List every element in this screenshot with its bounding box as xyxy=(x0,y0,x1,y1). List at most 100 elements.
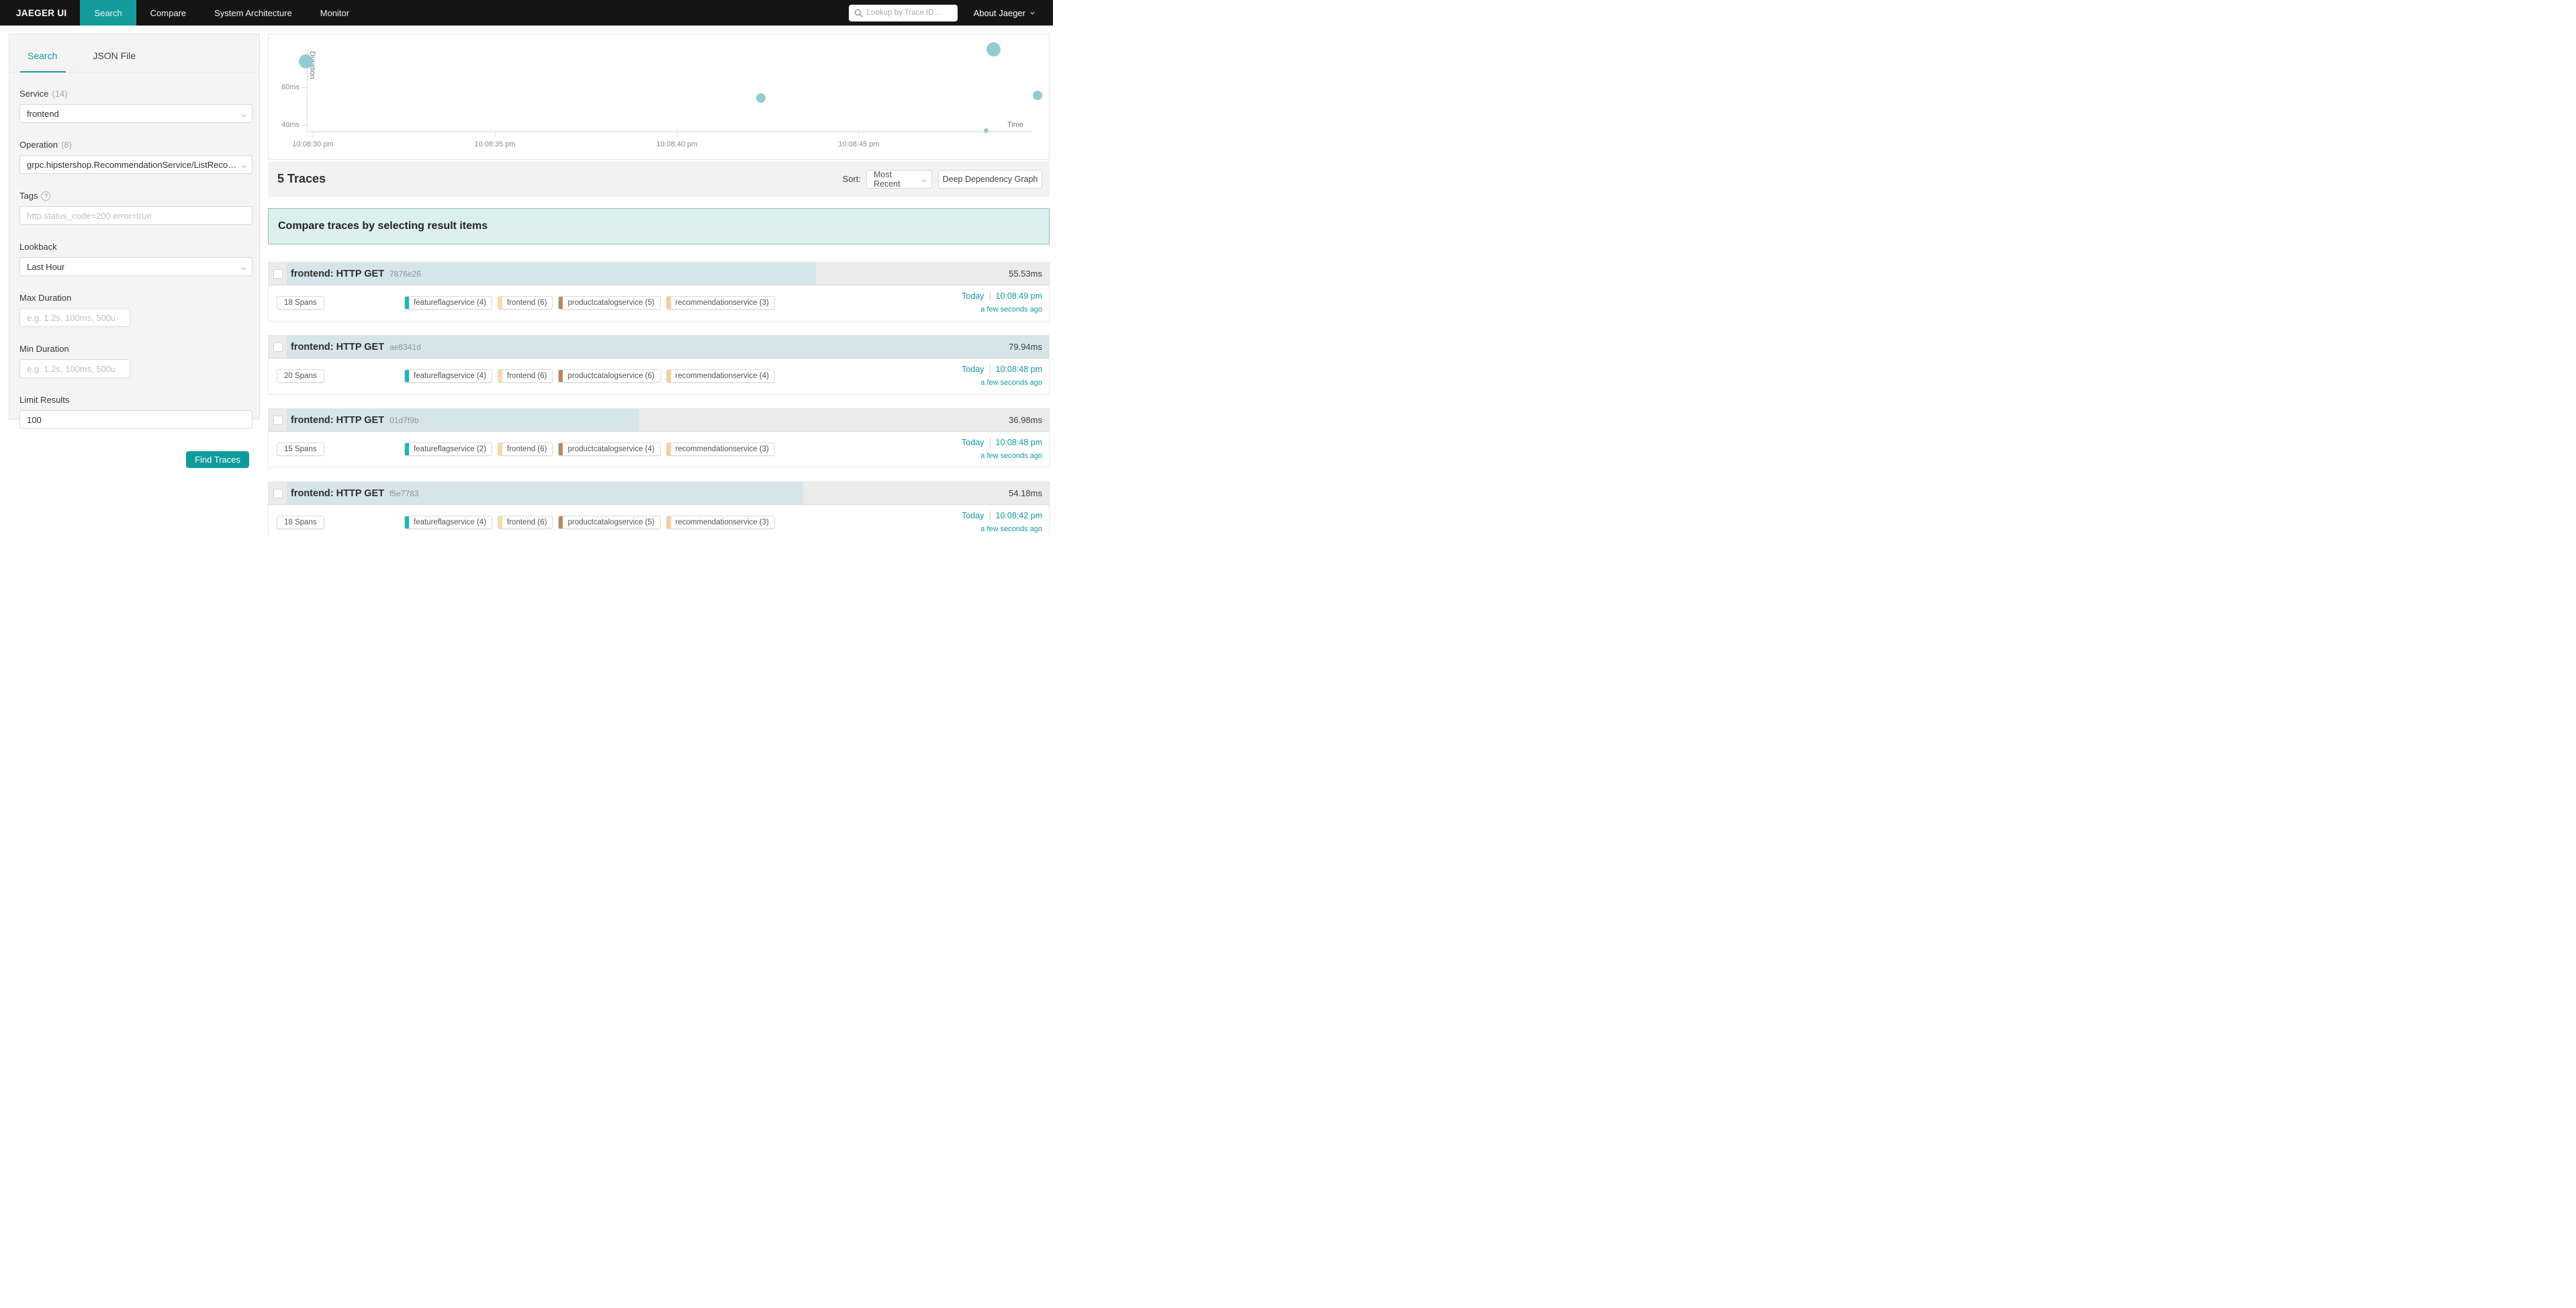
service-chip: featureflagservice (2) xyxy=(404,442,493,456)
nav-tab-search[interactable]: Search xyxy=(80,0,136,26)
y-axis-tick xyxy=(302,87,307,88)
trace-body: 18 Spans featureflagservice (4) frontend … xyxy=(269,505,1049,534)
trace-time-link[interactable]: 10:08:42 pm xyxy=(995,511,1043,520)
chevron-down-icon xyxy=(1029,10,1036,16)
service-color-swatch xyxy=(559,516,563,528)
date-time-divider xyxy=(989,365,991,374)
service-chip: productcatalogservice (5) xyxy=(558,296,661,310)
trace-title: frontend: HTTP GET 7876e26 xyxy=(291,269,421,279)
date-time-divider xyxy=(989,511,991,520)
nav-tab-system-architecture[interactable]: System Architecture xyxy=(214,7,292,18)
trace-header-link[interactable]: frontend: HTTP GET ae8341d 79.94ms xyxy=(269,336,1049,359)
span-count-chip: 20 Spans xyxy=(277,369,324,383)
service-color-swatch xyxy=(405,370,409,382)
trace-date-link[interactable]: Today xyxy=(962,365,984,374)
chevron-down-icon xyxy=(921,177,927,186)
date-time-divider xyxy=(989,438,991,447)
lookback-select[interactable]: Last Hour xyxy=(19,257,252,276)
search-icon xyxy=(854,9,863,17)
trace-time-link[interactable]: 10:08:48 pm xyxy=(995,438,1043,447)
deep-dependency-graph-button[interactable]: Deep Dependency Graph xyxy=(938,169,1042,189)
trace-relative-time: a few seconds ago xyxy=(980,306,1042,314)
tags-label: Tags ? xyxy=(19,191,252,201)
lookback-label: Lookback xyxy=(19,242,57,252)
trace-header-link[interactable]: frontend: HTTP GET 01d7f9b 36.98ms xyxy=(269,409,1049,432)
trace-scatter-point[interactable] xyxy=(298,54,313,68)
sidebar-tabs: Search JSON File xyxy=(9,34,259,73)
trace-scatter-point[interactable] xyxy=(1032,91,1042,101)
tab-search[interactable]: Search xyxy=(28,50,58,61)
trace-lookup-input[interactable] xyxy=(866,9,948,17)
find-traces-button[interactable]: Find Traces xyxy=(186,451,249,468)
trace-time-link[interactable]: 10:08:49 pm xyxy=(995,291,1043,301)
trace-title: frontend: HTTP GET ae8341d xyxy=(291,342,421,353)
span-count-chip: 18 Spans xyxy=(277,516,324,529)
help-icon[interactable]: ? xyxy=(41,191,51,201)
span-count-chip: 15 Spans xyxy=(277,442,324,456)
max-duration-label: Max Duration xyxy=(19,293,72,303)
trace-time-link[interactable]: 10:08:48 pm xyxy=(995,365,1043,374)
service-color-swatch xyxy=(498,297,503,309)
service-chip-label: frontend (6) xyxy=(507,299,547,307)
operation-select[interactable]: grpc.hipstershop.RecommendationService/L… xyxy=(19,155,252,174)
max-duration-input[interactable] xyxy=(27,312,115,323)
trace-service-operation: frontend: HTTP GET xyxy=(291,268,385,279)
about-jaeger-menu[interactable]: About Jaeger xyxy=(974,8,1036,18)
trace-id: ae8341d xyxy=(389,342,421,352)
sort-label: Sort: xyxy=(842,174,861,184)
service-color-swatch xyxy=(666,297,671,309)
results-header: 5 Traces Sort: Most Recent Deep Dependen… xyxy=(268,161,1050,197)
nav-tab-monitor[interactable]: Monitor xyxy=(320,7,350,18)
trace-select-checkbox[interactable] xyxy=(273,269,283,279)
min-duration-field xyxy=(19,359,130,378)
trace-select-checkbox[interactable] xyxy=(273,488,283,498)
service-chip-label: featureflagservice (4) xyxy=(414,372,487,380)
service-chip: frontend (6) xyxy=(498,516,553,529)
trace-scatter-point[interactable] xyxy=(986,42,1001,56)
app-logo[interactable]: JAEGER UI xyxy=(16,7,67,18)
service-color-swatch xyxy=(405,516,409,528)
trace-date-link[interactable]: Today xyxy=(962,291,984,301)
service-chip: productcatalogservice (4) xyxy=(558,442,661,456)
sort-dropdown[interactable]: Most Recent xyxy=(866,169,932,189)
trace-body: 15 Spans featureflagservice (2) frontend … xyxy=(269,432,1049,468)
y-axis-tick xyxy=(302,125,307,126)
y-axis-tick-label: 60ms xyxy=(281,83,300,91)
trace-scatter-point[interactable] xyxy=(755,93,766,103)
service-chip: recommendationservice (3) xyxy=(665,442,775,456)
trace-relative-time: a few seconds ago xyxy=(980,452,1042,460)
x-axis-tick xyxy=(859,132,860,138)
trace-header-link[interactable]: frontend: HTTP GET 7876e26 55.53ms xyxy=(269,263,1049,285)
trace-title: frontend: HTTP GET 01d7f9b xyxy=(291,415,418,426)
service-color-swatch xyxy=(666,370,671,382)
min-duration-input[interactable] xyxy=(27,363,115,374)
service-chip-label: frontend (6) xyxy=(507,445,547,453)
service-label: Service (14) xyxy=(19,89,68,99)
trace-title: frontend: HTTP GET f5e7783 xyxy=(291,488,418,499)
trace-timestamp-block: Today 10:08:49 pm a few seconds ago xyxy=(962,291,1042,314)
trace-date-link[interactable]: Today xyxy=(962,438,984,447)
trace-select-checkbox[interactable] xyxy=(273,342,283,352)
limit-results-input[interactable] xyxy=(27,414,237,425)
tags-input[interactable] xyxy=(27,210,237,221)
trace-select-checkbox[interactable] xyxy=(273,415,283,425)
service-chip-label: recommendationservice (4) xyxy=(675,372,769,380)
trace-header-link[interactable]: frontend: HTTP GET f5e7783 54.18ms xyxy=(269,482,1049,505)
trace-lookup-box[interactable] xyxy=(848,4,958,21)
date-time-divider xyxy=(989,291,991,301)
trace-result-card: frontend: HTTP GET ae8341d 79.94ms 20 Spa… xyxy=(268,335,1050,395)
service-chip: recommendationservice (3) xyxy=(665,516,775,529)
service-chip-label: recommendationservice (3) xyxy=(675,518,769,526)
service-select[interactable]: frontend xyxy=(19,104,252,123)
trace-result-card: frontend: HTTP GET 01d7f9b 36.98ms 15 Spa… xyxy=(268,408,1050,468)
search-sidebar: Search JSON File Service (14) frontend Op… xyxy=(9,34,260,468)
nav-tab-compare[interactable]: Compare xyxy=(150,7,187,18)
trace-duration-value: 79.94ms xyxy=(1009,342,1042,352)
tab-json-file[interactable]: JSON File xyxy=(93,50,136,61)
x-axis-label: Time xyxy=(1007,121,1024,129)
x-axis-tick-label: 10:08:30 pm xyxy=(292,140,334,148)
trace-date-link[interactable]: Today xyxy=(962,511,984,520)
service-color-swatch xyxy=(498,443,503,455)
trace-result-card: frontend: HTTP GET f5e7783 54.18ms 18 Spa… xyxy=(268,481,1050,534)
trace-scatter-point[interactable] xyxy=(984,128,989,134)
